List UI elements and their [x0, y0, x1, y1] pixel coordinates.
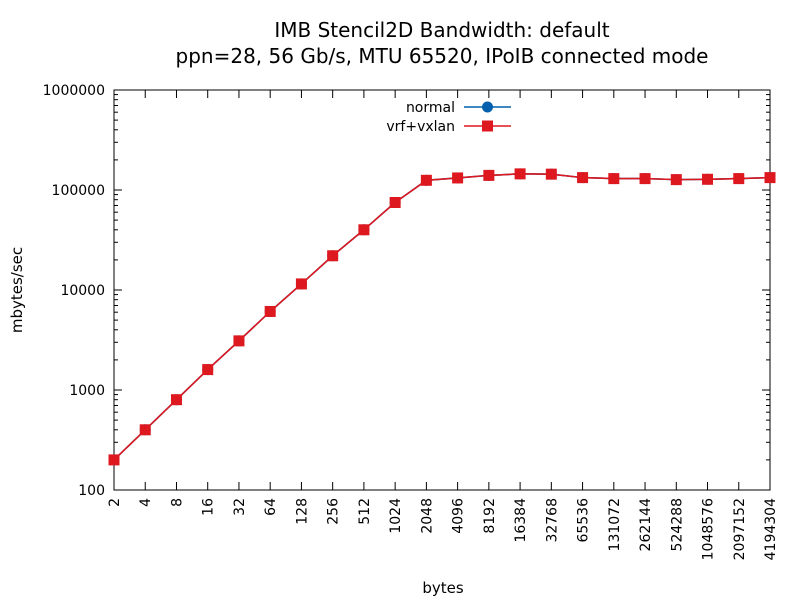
- x-tick-label: 1048576: [701, 498, 717, 560]
- x-tick-label: 65536: [576, 498, 592, 543]
- x-tick-label: 32768: [544, 498, 560, 543]
- plot-border: [113, 89, 771, 491]
- y-tick-label: 100: [78, 483, 105, 499]
- data-point: [670, 174, 682, 186]
- x-tick-label: 8192: [482, 498, 498, 534]
- x-tick-label: 64: [263, 498, 279, 516]
- chart-title: IMB Stencil2D Bandwidth: default: [274, 18, 609, 42]
- x-axis: 2 4 8 16 32 64 128 256 512 1024 2048 4096 8192 16384 3…: [107, 90, 779, 560]
- x-tick-label: 262144: [638, 498, 654, 552]
- x-tick-label: 8: [169, 498, 185, 507]
- series-line: [113, 173, 771, 461]
- data-point: [170, 394, 182, 406]
- legend-label: normal: [406, 100, 455, 116]
- series-vrf-vxlan: [108, 168, 776, 466]
- x-tick-label: 2: [107, 498, 123, 507]
- x-tick-label: 4096: [451, 498, 467, 534]
- x-tick-label: 1024: [388, 498, 404, 534]
- data-point: [264, 305, 276, 317]
- chart-subtitle: ppn=28, 56 Gb/s, MTU 65520, IPoIB connec…: [176, 44, 709, 68]
- x-tick-label: 16384: [513, 498, 529, 543]
- series-line: [113, 173, 771, 461]
- y-tick-label: 1000: [69, 383, 105, 399]
- data-point: [389, 196, 401, 208]
- legend-marker: [482, 120, 493, 132]
- legend: normal vrf+vxlan: [386, 100, 511, 135]
- x-tick-label: 4: [138, 498, 154, 507]
- data-point: [514, 168, 526, 180]
- x-tick-label: 16: [201, 498, 217, 516]
- y-tick-label: 10000: [60, 283, 105, 299]
- x-tick-label: 128: [294, 498, 310, 525]
- y-tick-label: 100000: [52, 183, 105, 199]
- data-point: [577, 172, 589, 184]
- data-point: [702, 173, 714, 185]
- data-point: [639, 173, 651, 185]
- data-point: [420, 174, 432, 186]
- legend-marker: [482, 101, 493, 113]
- series-layer: [108, 168, 776, 466]
- x-tick-label: 524288: [669, 498, 685, 551]
- data-point: [295, 278, 307, 290]
- data-point: [233, 335, 245, 347]
- legend-label: vrf+vxlan: [386, 119, 455, 135]
- data-point: [764, 172, 776, 184]
- series-normal: [108, 168, 776, 466]
- y-tick-label: 1000000: [43, 83, 105, 99]
- x-tick-label: 256: [326, 498, 342, 525]
- data-point: [545, 168, 557, 180]
- x-tick-label: 131072: [607, 498, 623, 551]
- x-tick-label: 2048: [419, 498, 435, 534]
- data-point: [733, 173, 745, 185]
- data-point: [483, 169, 495, 181]
- x-axis-label: bytes: [422, 579, 464, 597]
- data-point: [202, 364, 214, 376]
- data-point: [358, 224, 370, 236]
- y-axis: 100 1000 10000 100000 1000000: [43, 83, 770, 499]
- x-tick-label: 512: [357, 498, 373, 525]
- data-point: [139, 424, 151, 436]
- data-point: [452, 172, 464, 184]
- x-tick-label: 4194304: [763, 498, 779, 560]
- data-point: [327, 250, 339, 262]
- data-point: [108, 454, 120, 466]
- x-tick-label: 32: [232, 498, 248, 516]
- x-tick-label: 2097152: [732, 498, 748, 560]
- y-axis-label: mbytes/sec: [8, 247, 26, 333]
- data-point: [608, 173, 620, 185]
